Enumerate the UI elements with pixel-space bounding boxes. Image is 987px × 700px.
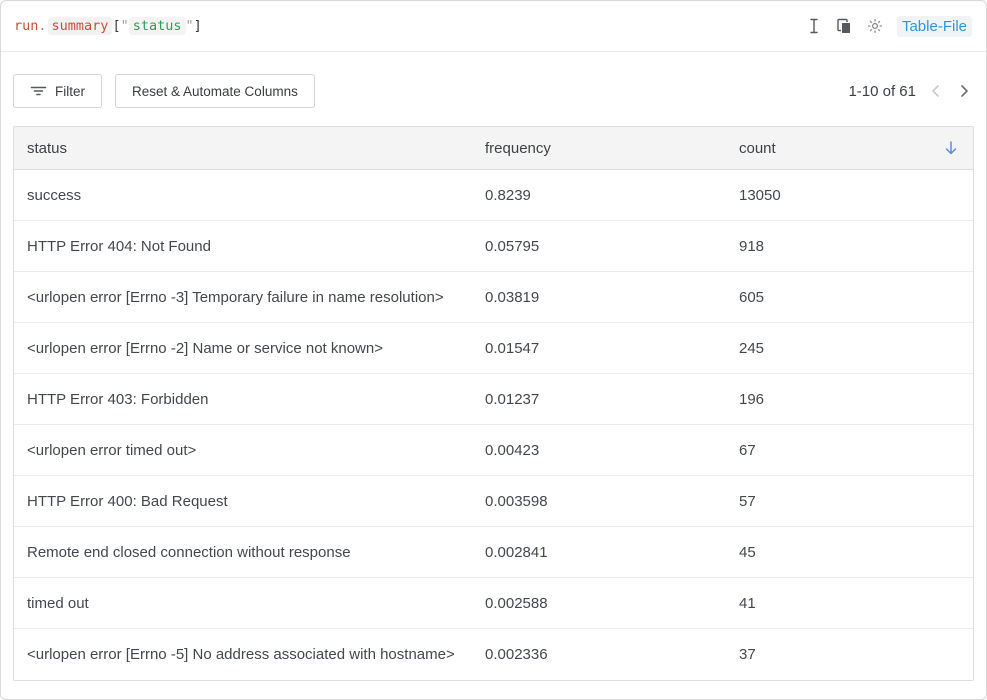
- frequency-cell: 0.05795: [485, 237, 540, 255]
- count-cell: 605: [739, 288, 765, 306]
- table-row[interactable]: <urlopen error [Errno -3] Temporary fail…: [14, 272, 973, 323]
- filter-button[interactable]: Filter: [13, 74, 102, 108]
- count-cell: 37: [739, 646, 756, 663]
- column-header-count[interactable]: count: [739, 139, 776, 157]
- copy-icon[interactable]: [835, 17, 853, 35]
- table-row[interactable]: <urlopen error [Errno -2] Name or servic…: [14, 323, 973, 374]
- code-token-key: status: [128, 17, 186, 35]
- status-cell: <urlopen error [Errno -3] Temporary fail…: [27, 288, 444, 306]
- text-cursor-icon[interactable]: [806, 17, 822, 35]
- pagination: 1-10 of 61: [848, 82, 974, 100]
- frequency-cell: 0.002336: [485, 646, 548, 663]
- table-row[interactable]: HTTP Error 400: Bad Request 0.003598 57: [14, 476, 973, 527]
- status-cell: HTTP Error 404: Not Found: [27, 237, 211, 255]
- status-cell: HTTP Error 400: Bad Request: [27, 492, 228, 510]
- summary-key-path[interactable]: run. summary[" status "]: [14, 17, 202, 35]
- status-cell: <urlopen error [Errno -2] Name or servic…: [27, 339, 383, 357]
- previous-page-chevron-icon[interactable]: [926, 82, 945, 100]
- frequency-cell: 0.002588: [485, 594, 548, 612]
- frequency-cell: 0.03819: [485, 288, 540, 306]
- filter-button-label: Filter: [55, 83, 85, 99]
- status-cell: <urlopen error [Errno -5] No address ass…: [27, 646, 455, 663]
- code-path-bar: run. summary[" status "] Table-File: [1, 1, 986, 52]
- frequency-cell: 0.002841: [485, 543, 548, 561]
- table-row[interactable]: timed out 0.002588 41: [14, 578, 973, 629]
- frequency-cell: 0.8239: [485, 186, 531, 204]
- status-cell: <urlopen error timed out>: [27, 441, 197, 459]
- count-cell: 41: [739, 594, 756, 612]
- count-cell: 45: [739, 543, 756, 561]
- column-header-frequency[interactable]: frequency: [485, 139, 551, 157]
- summary-status-table: status frequency count success 0.8239 13…: [13, 126, 974, 681]
- code-token-quote-close: ": [185, 18, 194, 34]
- count-cell: 57: [739, 492, 756, 510]
- table-row[interactable]: Remote end closed connection without res…: [14, 527, 973, 578]
- table-body: success 0.8239 13050 HTTP Error 404: Not…: [14, 170, 973, 680]
- code-token-attribute: summary: [47, 17, 113, 35]
- code-token-dot: .: [38, 18, 47, 34]
- count-cell: 918: [739, 237, 765, 255]
- table-toolbar: Filter Reset & Automate Columns 1-10 of …: [13, 74, 974, 108]
- reset-automate-columns-label: Reset & Automate Columns: [132, 83, 298, 99]
- frequency-cell: 0.003598: [485, 492, 548, 510]
- code-token-open-bracket: [: [112, 18, 121, 34]
- reset-automate-columns-button[interactable]: Reset & Automate Columns: [115, 74, 315, 108]
- code-token-object: run: [14, 18, 39, 34]
- table-row[interactable]: HTTP Error 403: Forbidden 0.01237 196: [14, 374, 973, 425]
- table-row[interactable]: <urlopen error [Errno -5] No address ass…: [14, 629, 973, 680]
- table-file-link[interactable]: Table-File: [896, 15, 972, 37]
- table-row[interactable]: HTTP Error 404: Not Found 0.05795 918: [14, 221, 973, 272]
- count-cell: 67: [739, 441, 756, 459]
- status-cell: HTTP Error 403: Forbidden: [27, 390, 209, 408]
- table-row[interactable]: <urlopen error timed out> 0.00423 67: [14, 425, 973, 476]
- count-cell: 13050: [739, 186, 781, 204]
- column-header-status[interactable]: status: [27, 139, 68, 157]
- code-token-quote-open: ": [120, 18, 129, 34]
- table-header-row: status frequency count: [14, 127, 973, 170]
- settings-gear-icon[interactable]: [866, 17, 884, 35]
- status-cell: timed out: [27, 594, 89, 612]
- count-cell: 196: [739, 390, 765, 408]
- frequency-cell: 0.01547: [485, 339, 540, 357]
- table-row[interactable]: success 0.8239 13050: [14, 170, 973, 221]
- frequency-cell: 0.01237: [485, 390, 540, 408]
- count-cell: 245: [739, 339, 765, 357]
- next-page-chevron-icon[interactable]: [955, 82, 974, 100]
- status-cell: Remote end closed connection without res…: [27, 543, 351, 561]
- filter-icon: [30, 84, 47, 98]
- pagination-range: 1-10 of 61: [848, 82, 916, 100]
- sort-down-arrow-icon[interactable]: [928, 139, 973, 157]
- status-cell: success: [27, 186, 82, 204]
- code-token-close-bracket: ]: [193, 18, 202, 34]
- frequency-cell: 0.00423: [485, 441, 540, 459]
